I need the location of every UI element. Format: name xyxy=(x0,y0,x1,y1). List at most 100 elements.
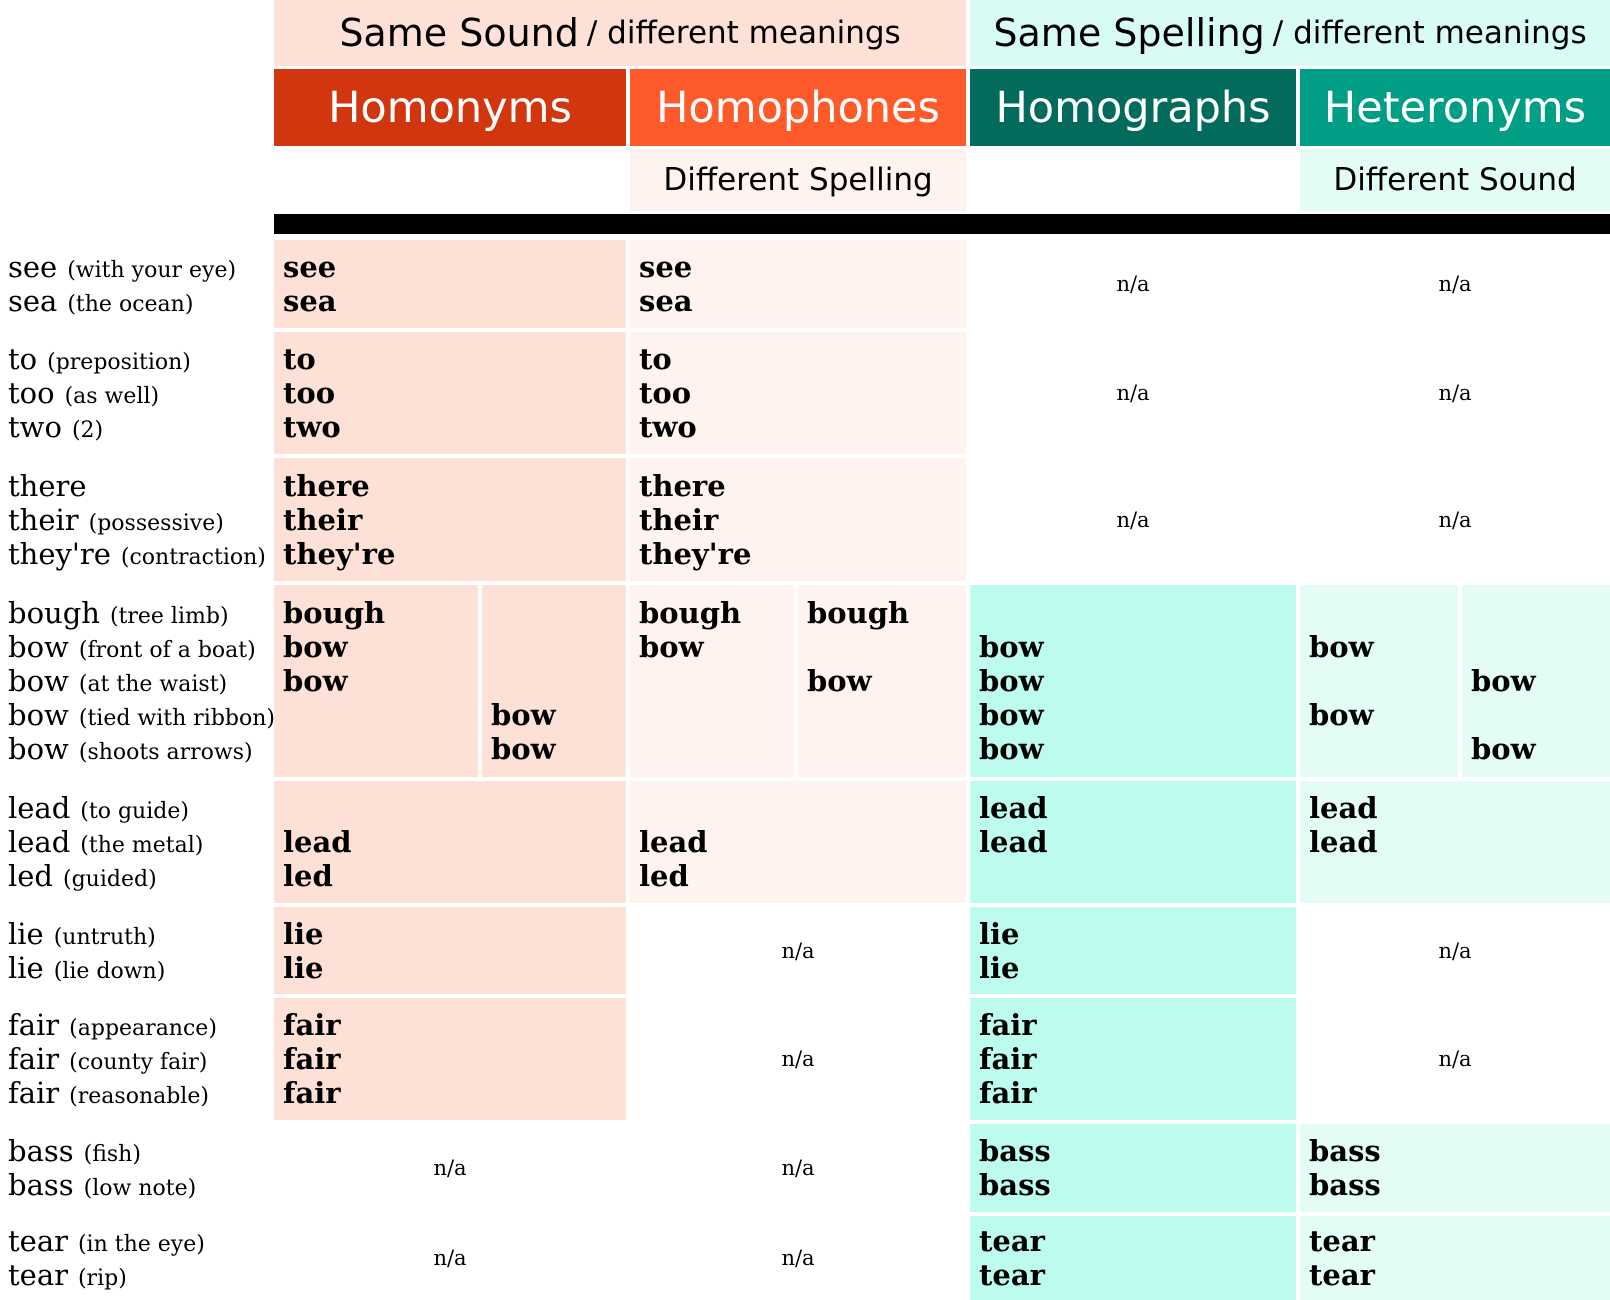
homonyms-cell: see sea xyxy=(274,240,626,328)
label-meaning: (front of a boat) xyxy=(78,638,256,663)
label-meaning: (to guide) xyxy=(80,799,189,824)
label-meaning: (the ocean) xyxy=(67,292,194,317)
same-sound-header: Same Sound / different meanings xyxy=(274,0,966,66)
label-meaning: (untruth) xyxy=(53,925,156,950)
row-label: there their (possessive) they're (contractio… xyxy=(8,458,272,581)
label-meaning: (low note) xyxy=(83,1176,197,1201)
cell-word: their xyxy=(283,503,363,537)
homophones-cell: lead led xyxy=(630,781,966,903)
homophones-na-cell: n/a xyxy=(781,1047,815,1071)
same-spelling-header: Same Spelling / different meanings xyxy=(970,0,1610,66)
cell-word: tear xyxy=(1309,1224,1375,1258)
cell-word: see xyxy=(283,250,337,284)
row-label: bough (tree limb) bow (front of a boat) bow (… xyxy=(8,585,275,777)
label-line: too (as well) xyxy=(8,376,272,410)
label-line: led (guided) xyxy=(8,859,272,893)
label-meaning: (fish) xyxy=(83,1142,141,1167)
label-word: two xyxy=(8,410,62,444)
homonyms-na-cell: n/a xyxy=(433,1246,467,1270)
cell-word: lie xyxy=(283,917,324,951)
label-meaning: (contraction) xyxy=(120,545,266,570)
label-line: lead (to guide) xyxy=(8,791,272,825)
label-line: bass (fish) xyxy=(8,1134,272,1168)
label-word: fair xyxy=(8,1042,60,1076)
cell-word: led xyxy=(283,859,333,893)
cell-word: bass xyxy=(1309,1168,1381,1202)
homographs-na-cell: n/a xyxy=(1116,381,1150,405)
label-word: tear xyxy=(8,1258,68,1292)
label-meaning: (appearance) xyxy=(69,1016,217,1041)
cell-word xyxy=(283,698,478,732)
cell-word: they're xyxy=(639,537,752,571)
label-word: lead xyxy=(8,825,71,859)
cell-word: bow xyxy=(283,630,348,664)
cell-word: bough xyxy=(639,596,742,630)
cell-word: they're xyxy=(283,537,396,571)
cell-word xyxy=(807,630,966,664)
homonyms-cell: there their they're xyxy=(274,458,626,581)
label-word: bow xyxy=(8,630,69,664)
cell-word: fair xyxy=(283,1076,341,1110)
cell-word: bow xyxy=(1309,698,1374,732)
heteronyms-cell: lead lead xyxy=(1300,781,1610,903)
homographs-cell: lie lie xyxy=(970,907,1296,994)
label-line: bough (tree limb) xyxy=(8,596,272,630)
header-divider xyxy=(274,214,1610,234)
cell-word: fair xyxy=(283,1042,341,1076)
cell-word: too xyxy=(283,376,336,410)
label-meaning: (in the eye) xyxy=(77,1232,205,1257)
cell-word: bough xyxy=(807,596,910,630)
label-meaning: (reasonable) xyxy=(69,1084,209,1109)
cell-word xyxy=(639,664,794,698)
same-spelling-subtitle: / different meanings xyxy=(1272,15,1587,51)
label-word: tear xyxy=(8,1224,68,1258)
homophones-header: Homophones xyxy=(630,69,966,146)
label-line: two (2) xyxy=(8,410,272,444)
cell-word: bow xyxy=(979,664,1044,698)
homophones_b-cell: bough bow xyxy=(798,585,966,777)
homonyms-cell: fair fair fair xyxy=(274,998,626,1120)
label-word: lie xyxy=(8,951,44,985)
cell-word: bow xyxy=(807,664,872,698)
cell-word: lead xyxy=(639,825,708,859)
label-meaning: (guided) xyxy=(63,867,157,892)
label-line: to (preposition) xyxy=(8,342,272,376)
homographs-na-cell: n/a xyxy=(1116,272,1150,296)
cell-word: bow xyxy=(1471,732,1536,766)
homographs-na-cell: n/a xyxy=(1116,507,1150,532)
cell-word: bow xyxy=(491,732,556,766)
label-word: see xyxy=(8,250,58,284)
cell-word: bass xyxy=(1309,1134,1381,1168)
heteronyms-na-cell: n/a xyxy=(1438,1047,1472,1071)
homonyms-cell: lie lie xyxy=(274,907,626,994)
heteronyms_b-cell: bow bow xyxy=(1462,585,1610,777)
homonyms-cell: lead led xyxy=(274,781,626,903)
label-word: to xyxy=(8,342,38,376)
heteronyms-cell: bass bass xyxy=(1300,1124,1610,1212)
cell-word xyxy=(979,596,1296,630)
cell-word: two xyxy=(639,410,697,444)
heteronyms-na-cell: n/a xyxy=(1438,938,1472,963)
cell-word: fair xyxy=(979,1076,1037,1110)
cell-word: fair xyxy=(979,1042,1037,1076)
homonyms-cell: to too two xyxy=(274,332,626,454)
homographs-cell: bow bow bow bow xyxy=(970,585,1296,777)
label-word: lead xyxy=(8,791,71,825)
label-word: their xyxy=(8,503,79,537)
cell-word: bow xyxy=(491,698,556,732)
cell-word xyxy=(1309,664,1458,698)
label-word: lie xyxy=(8,917,44,951)
cell-word: fair xyxy=(979,1008,1037,1042)
cell-word xyxy=(639,732,794,766)
label-line: see (with your eye) xyxy=(8,250,272,284)
homophones-na-cell: n/a xyxy=(781,938,815,963)
cell-word: bow xyxy=(979,698,1044,732)
label-meaning: (lie down) xyxy=(53,959,166,984)
cell-word: bow xyxy=(1309,630,1374,664)
label-meaning: (the metal) xyxy=(80,833,204,858)
label-line: their (possessive) xyxy=(8,503,272,537)
homophones-cell: there their they're xyxy=(630,458,966,581)
label-line: tear (rip) xyxy=(8,1258,272,1292)
cell-word: lead xyxy=(979,791,1048,825)
cell-word: lead xyxy=(1309,825,1378,859)
